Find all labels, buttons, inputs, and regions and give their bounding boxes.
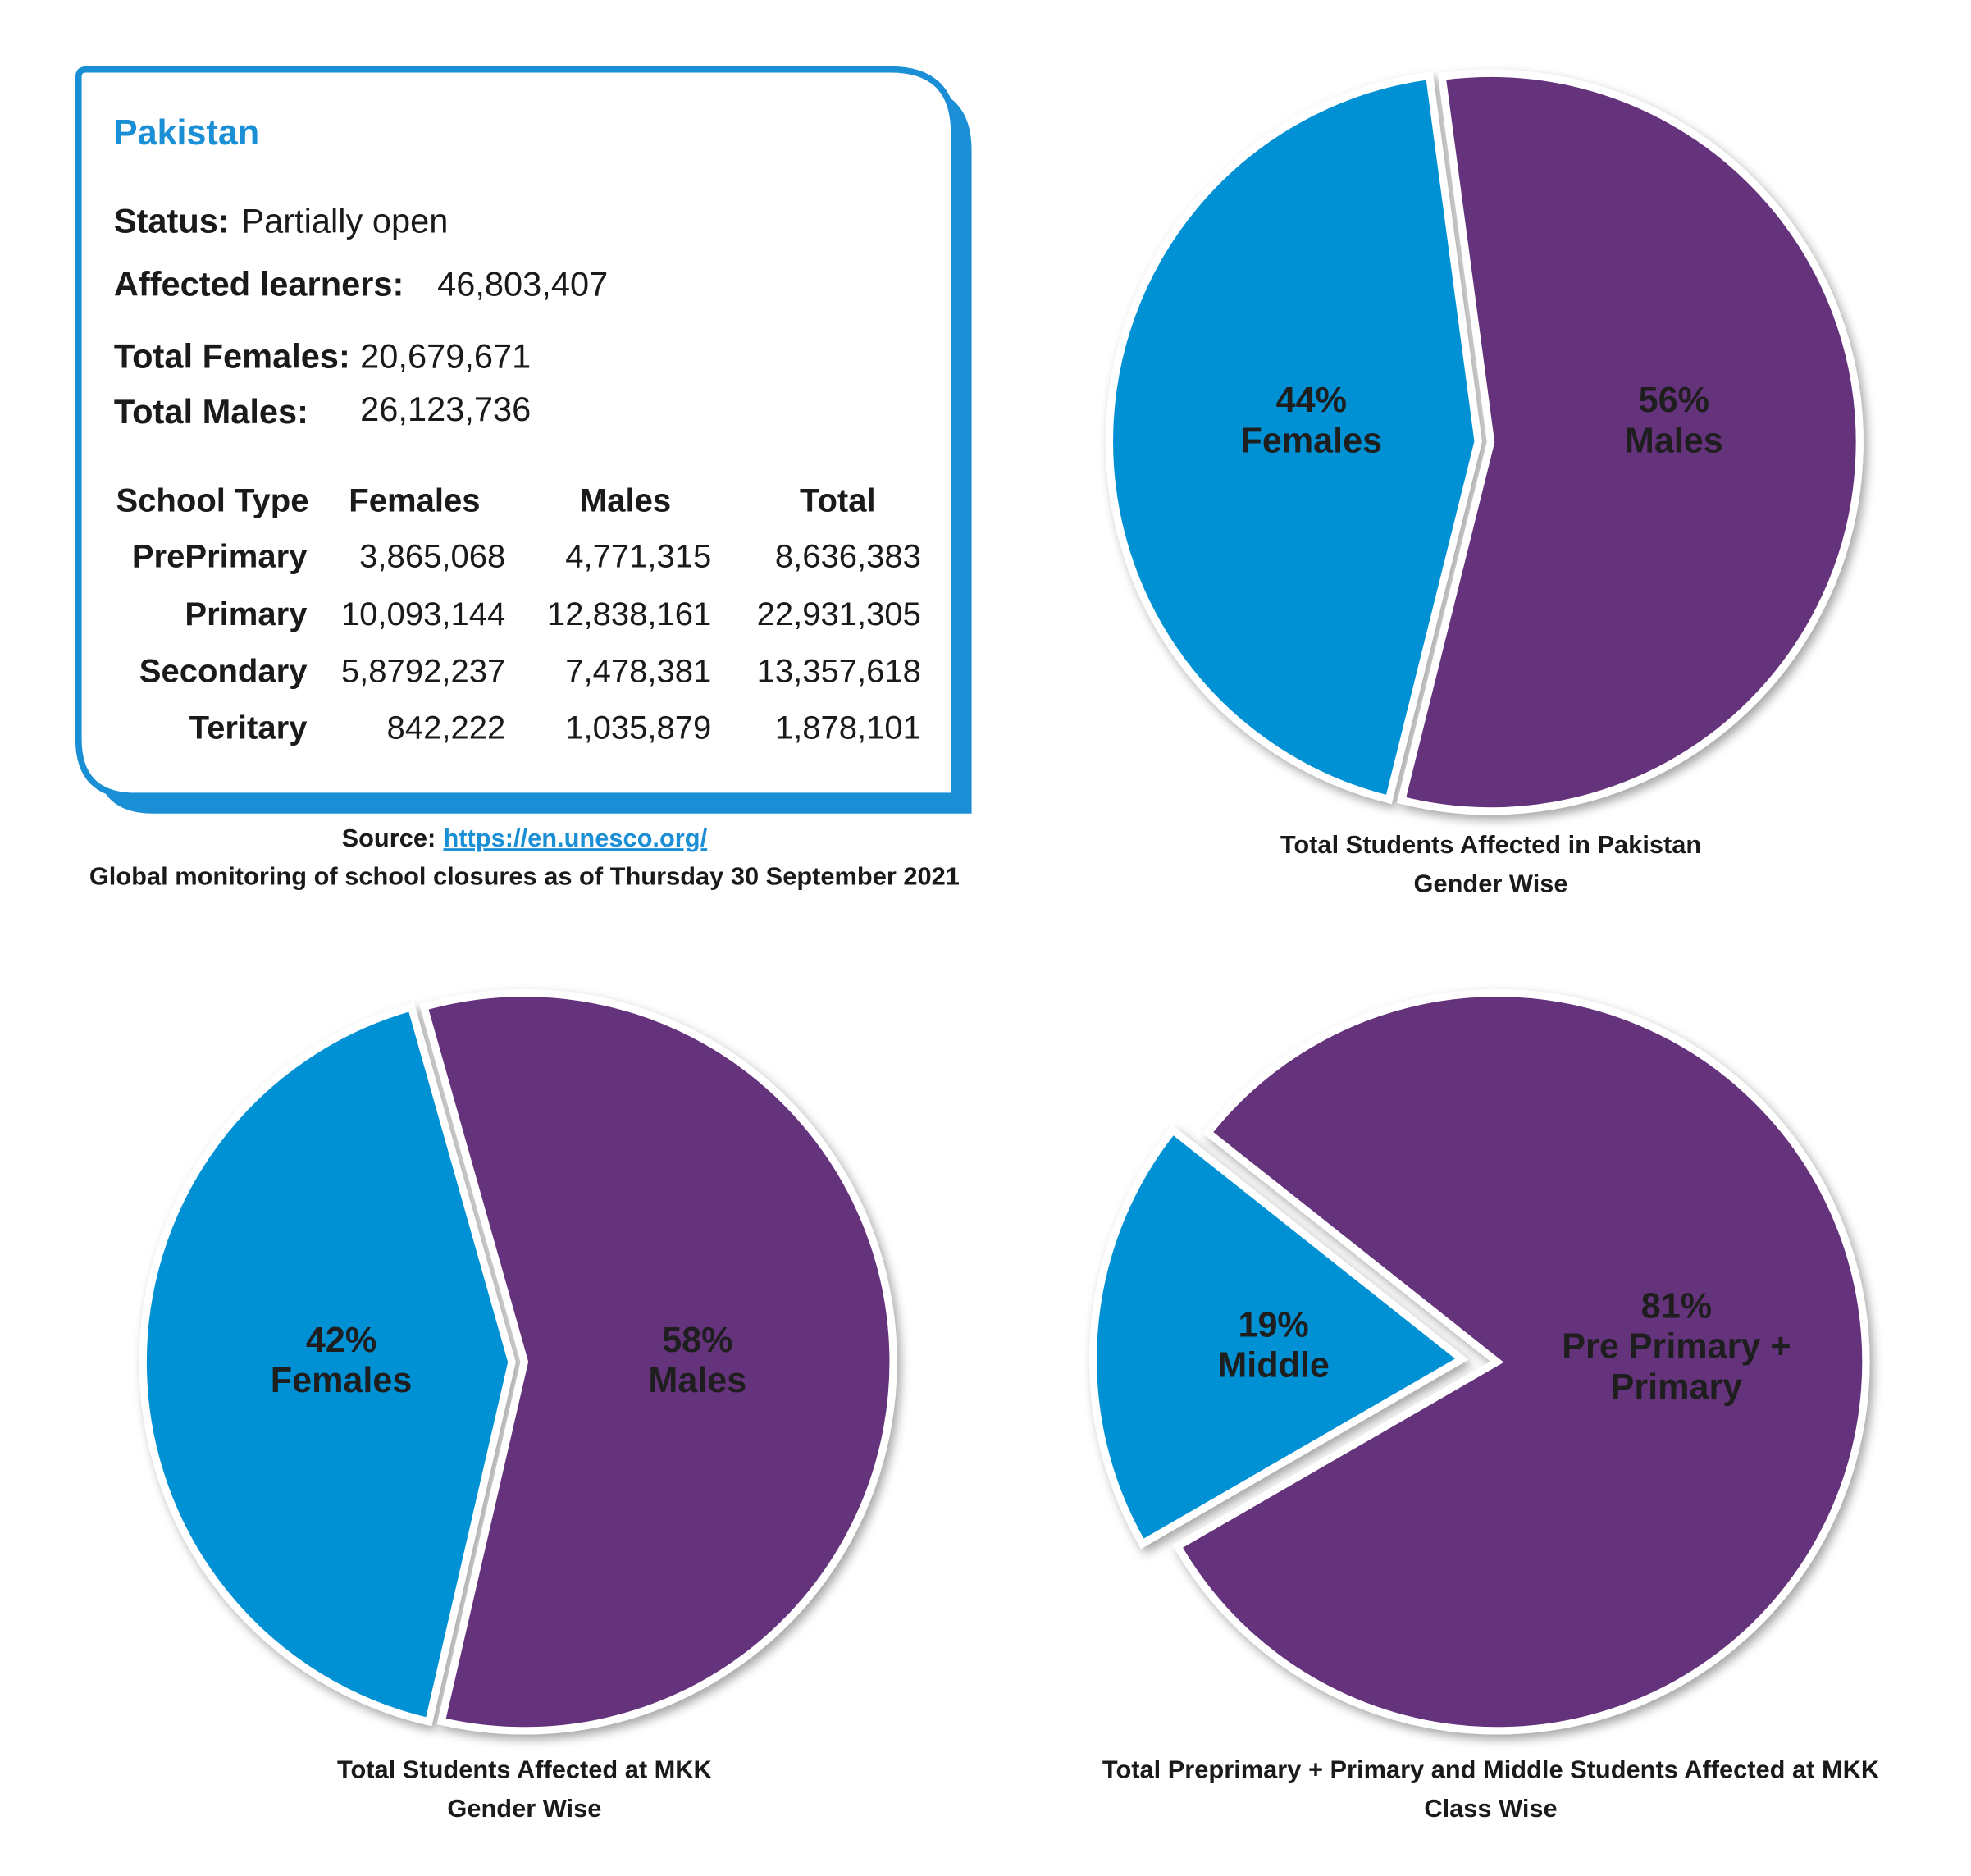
- status-value: Partially open: [241, 202, 448, 240]
- slice-value: 44%: [1275, 380, 1347, 420]
- pie: [139, 988, 897, 1735]
- pie: [1105, 69, 1864, 815]
- label-block: 44% Females: [1241, 380, 1383, 461]
- males-label: Total Males:: [114, 392, 308, 431]
- pie-slice: [1172, 988, 1870, 1735]
- slice-label: 81%Pre Primary + Primary: [1538, 1258, 1816, 1436]
- row-label: Teritary: [189, 710, 308, 746]
- table-cell: 842,222: [387, 710, 506, 746]
- pie-slice: [419, 988, 897, 1735]
- slice-category: Males: [648, 1360, 747, 1400]
- slice-category: Females: [1240, 420, 1383, 460]
- school-table: School Type Females Males Total PrePrimary 3,…: [116, 483, 920, 746]
- table-cell: 12,838,161: [547, 596, 711, 632]
- slice-label-text: 19% Middle: [1147, 1257, 1400, 1434]
- pie-slice: [1105, 71, 1482, 805]
- learners-label: Affected learners:: [114, 265, 404, 304]
- source-line: Source: https://en.unesco.org/: [342, 824, 708, 852]
- chart-subtitle: Gender Wise: [1414, 870, 1568, 898]
- learners-value: 46,803,407: [437, 265, 608, 304]
- slice-value: 58%: [662, 1320, 733, 1359]
- info-box: [75, 66, 957, 800]
- females-value: 20,679,671: [360, 336, 531, 375]
- slice-label: 19%Middle: [1147, 1257, 1400, 1434]
- pie-slice: [1088, 1125, 1469, 1550]
- slice-label: 42%Females: [189, 1272, 493, 1449]
- slice-value: 42%: [305, 1320, 377, 1359]
- row-label: Secondary: [139, 653, 308, 689]
- slice-label-text: 58% Males: [546, 1272, 850, 1449]
- slice-category: Males: [1624, 420, 1723, 460]
- slice-value: 56%: [1638, 380, 1709, 420]
- table-header: Males: [580, 483, 671, 519]
- slice-value: 19%: [1238, 1304, 1309, 1344]
- table-cell: 5,8792,237: [341, 653, 505, 689]
- table-cell: 7,478,381: [565, 653, 711, 689]
- slice-category: Females: [270, 1360, 413, 1400]
- slice-label: 44%Females: [1160, 332, 1463, 509]
- source-label: Source:: [342, 824, 436, 852]
- row-label: Primary: [185, 596, 308, 632]
- table-cell: 22,931,305: [757, 596, 921, 632]
- source-note: Global monitoring of school closures as …: [89, 861, 960, 890]
- box-title: Pakistan: [114, 113, 259, 153]
- chart-title: Total Preprimary + Primary and Middle St…: [1102, 1755, 1879, 1783]
- label-block: 42% Females: [271, 1320, 413, 1401]
- pie: [1088, 988, 1870, 1735]
- chart-subtitle: Gender Wise: [447, 1794, 601, 1823]
- slice-label: 58%Males: [546, 1272, 850, 1449]
- table-header: Total: [800, 483, 876, 519]
- females-label: Total Females:: [114, 336, 350, 375]
- table-header: School Type: [116, 483, 308, 519]
- label-block: 81% Pre Primary + Primary: [1538, 1285, 1816, 1408]
- table-cell: 13,357,618: [757, 653, 921, 689]
- label-block: 19% Middle: [1217, 1305, 1330, 1386]
- slice-label-text: 44% Females: [1160, 332, 1463, 509]
- slice-label-text: 56% Males: [1522, 332, 1826, 509]
- table-cell: 3,865,068: [359, 538, 505, 574]
- slice-label-text: 81% Pre Primary + Primary: [1538, 1258, 1816, 1436]
- status-label: Status:: [114, 202, 230, 240]
- slice-category: Pre Primary + Primary: [1562, 1326, 1791, 1407]
- source-link[interactable]: https://en.unesco.org/: [443, 824, 707, 852]
- slice-label: 56%Males: [1522, 332, 1826, 509]
- row-label: PrePrimary: [132, 538, 308, 574]
- table-cell: 10,093,144: [341, 596, 505, 632]
- label-block: 58% Males: [648, 1320, 746, 1401]
- label-block: 56% Males: [1625, 380, 1723, 461]
- table-cell: 8,636,383: [775, 538, 921, 574]
- table-cell: 1,035,879: [565, 710, 711, 746]
- chart-subtitle: Class Wise: [1424, 1794, 1557, 1823]
- table-header: Females: [349, 483, 480, 519]
- pie-slice: [1397, 69, 1864, 815]
- pie-slice: [139, 1002, 516, 1727]
- chart-title: Total Students Affected in Pakistan: [1280, 830, 1701, 859]
- males-value: 26,123,736: [360, 390, 531, 428]
- slice-value: 81%: [1640, 1285, 1713, 1326]
- slice-label-text: 42% Females: [189, 1272, 493, 1449]
- table-cell: 1,878,101: [775, 710, 921, 746]
- slice-category: Middle: [1217, 1345, 1330, 1385]
- chart-title: Total Students Affected at MKK: [337, 1755, 712, 1783]
- table-cell: 4,771,315: [565, 538, 711, 574]
